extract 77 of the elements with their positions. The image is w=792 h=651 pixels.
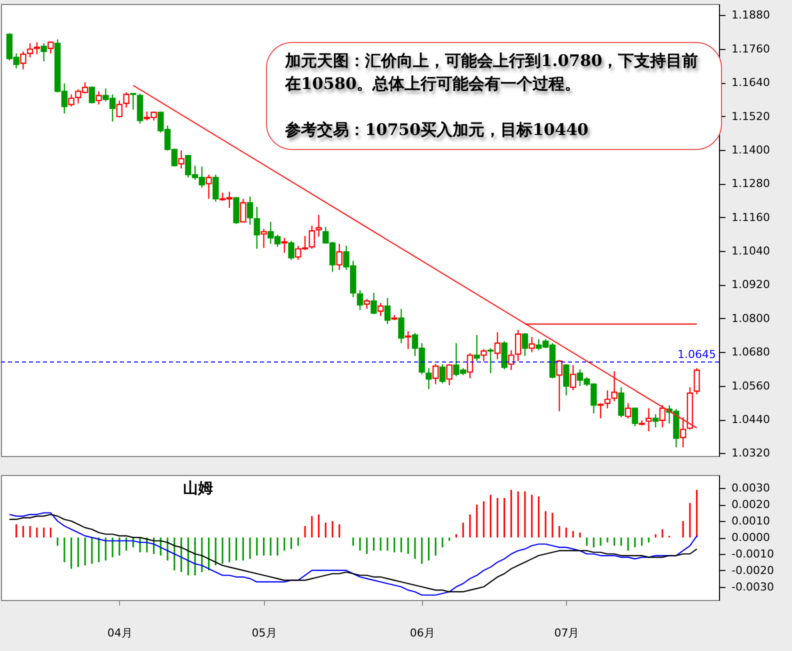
- candlestick: [618, 386, 624, 418]
- candlestick: [48, 40, 54, 54]
- y-tick-label: 0.0030: [732, 482, 770, 495]
- ref-line-label: 1.0645: [678, 348, 716, 361]
- candlestick: [563, 364, 570, 396]
- y-tick-label: 0.0000: [732, 531, 770, 544]
- y-tick-label: 1.1400: [732, 143, 770, 156]
- candlestick: [88, 86, 96, 104]
- y-tick-label: 1.1280: [732, 177, 770, 190]
- y-tick-label: 1.1880: [732, 8, 770, 22]
- x-tick-label: 05月: [252, 626, 277, 640]
- candlestick: [426, 368, 432, 390]
- candlestick: [488, 348, 494, 374]
- y-tick-label: 1.0320: [732, 446, 770, 460]
- y-tick-label: 1.0560: [732, 379, 770, 392]
- candlestick: [432, 364, 439, 385]
- candlestick: [370, 292, 377, 315]
- y-tick-label: 1.0440: [732, 413, 770, 426]
- candlestick: [178, 150, 184, 170]
- candlestick: [96, 90, 102, 106]
- y-tick-label: 0.0010: [732, 514, 770, 528]
- candlestick: [246, 196, 254, 226]
- candlestick: [398, 308, 404, 344]
- candlestick: [240, 198, 246, 224]
- candlestick: [378, 302, 384, 317]
- candlestick: [260, 228, 267, 249]
- candlestick: [528, 336, 535, 353]
- y-tick-label: 1.1520: [732, 110, 770, 123]
- annotation: 山姆: [183, 479, 213, 497]
- candlestick: [405, 330, 412, 350]
- candlestick: [494, 332, 501, 360]
- candlestick: [254, 206, 260, 250]
- y-tick-label: 1.0800: [732, 312, 770, 325]
- candlestick: [364, 298, 370, 310]
- annotation: 加元天图：汇价向上，可能会上行到1.0780，下支持目前在10580。总体上行可能会有一个过程。: [285, 50, 700, 95]
- candlestick: [130, 92, 136, 110]
- candlestick: [466, 352, 474, 379]
- candlestick: [632, 408, 638, 427]
- x-tick-label: 04月: [107, 626, 132, 640]
- candlestick: [212, 174, 219, 202]
- note-box: 加元天图：汇价向上，可能会上行到1.0780，下支持目前在10580。总体上行可能会有一个过程。 参考交易：10750买入加元，目标10440: [266, 42, 722, 150]
- candlestick: [336, 243, 342, 270]
- candlestick: [522, 332, 528, 357]
- annotation: 参考交易：10750买入加元，目标10440: [285, 119, 590, 141]
- candlestick: [446, 364, 452, 386]
- x-tick-label: 06月: [410, 626, 435, 640]
- candlestick: [384, 297, 391, 325]
- y-tick-label: 1.1760: [732, 42, 770, 56]
- y-tick-label: 1.0920: [732, 278, 770, 292]
- candlestick: [439, 364, 446, 384]
- x-tick-label: 07月: [554, 626, 580, 640]
- y-tick-label: 1.0680: [732, 346, 770, 359]
- y-tick-label: 1.1160: [732, 210, 770, 224]
- y-tick-label: -0.0030: [732, 580, 774, 594]
- candlestick: [652, 414, 659, 428]
- candlestick: [356, 289, 364, 311]
- candlestick: [206, 174, 212, 200]
- candlestick: [508, 350, 514, 371]
- candlestick: [480, 348, 487, 362]
- candlestick: [694, 368, 700, 395]
- y-tick-label: 0.0020: [732, 498, 770, 512]
- candlestick: [123, 92, 130, 108]
- candlestick: [624, 402, 632, 419]
- candlestick: [116, 100, 123, 118]
- candlestick: [556, 359, 562, 412]
- y-tick-label: 1.1640: [732, 76, 770, 90]
- candlestick: [40, 42, 47, 62]
- y-tick-label: -0.0010: [732, 547, 774, 560]
- candlestick: [281, 237, 288, 254]
- candlestick: [474, 334, 480, 362]
- y-tick-label: -0.0020: [732, 564, 774, 577]
- candlestick: [646, 408, 652, 432]
- candlestick: [570, 364, 576, 391]
- candlestick: [659, 404, 666, 428]
- candlestick: [288, 240, 294, 260]
- y-tick-label: 1.1040: [732, 244, 770, 258]
- candlestick: [514, 329, 522, 362]
